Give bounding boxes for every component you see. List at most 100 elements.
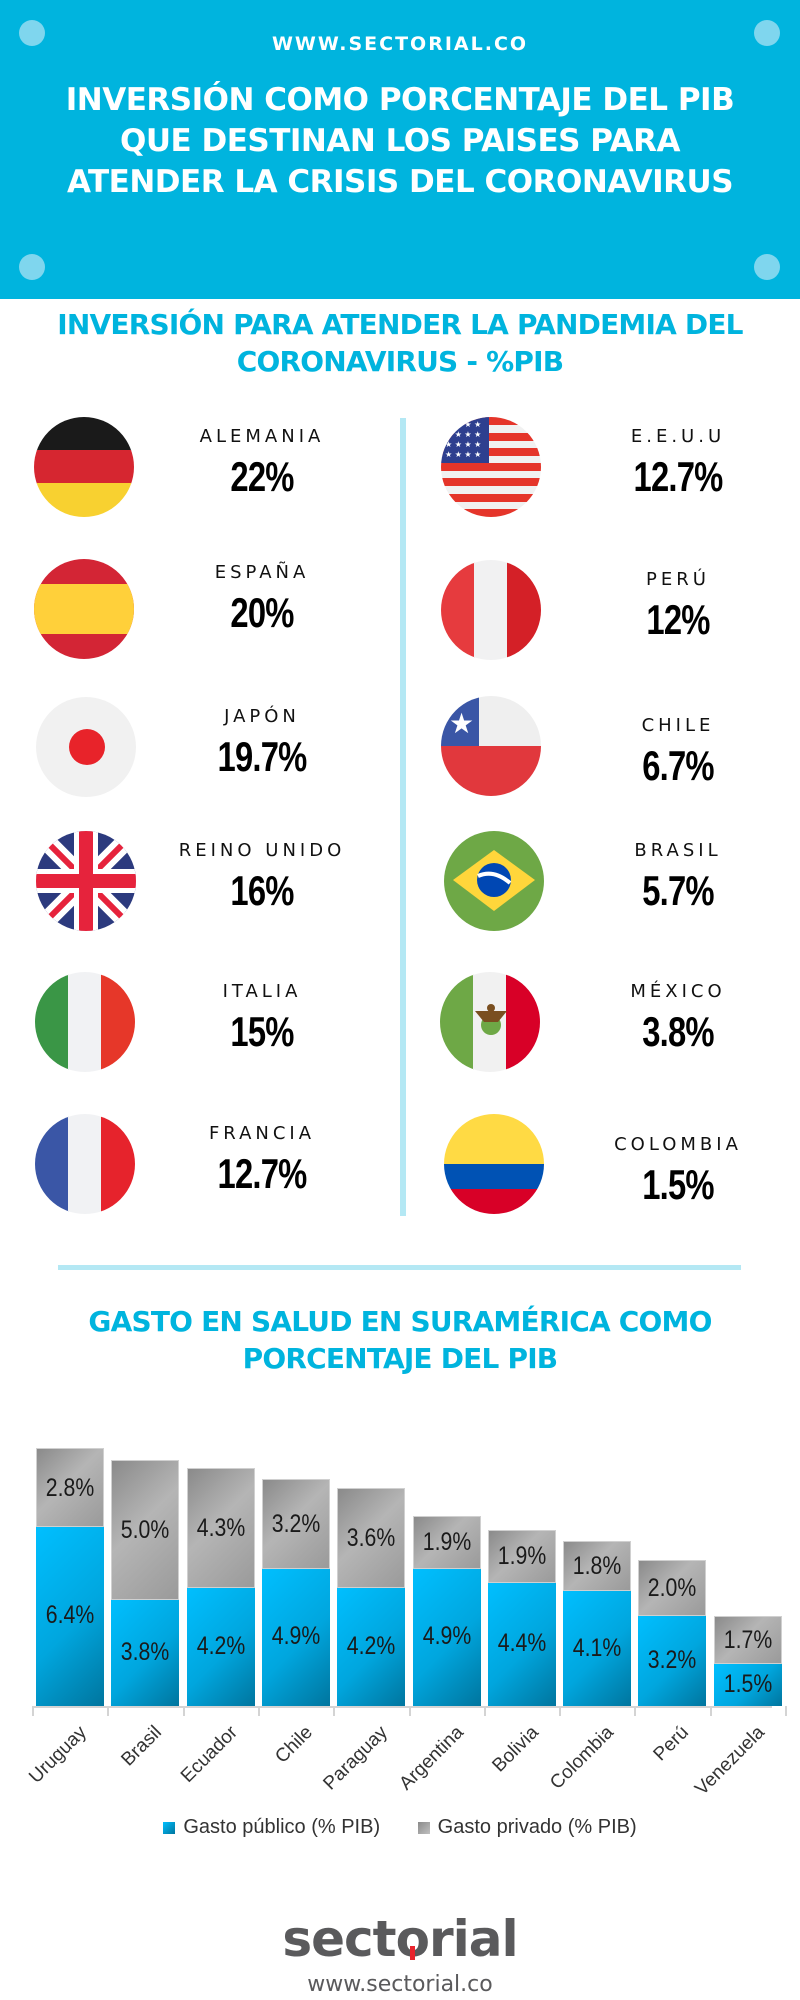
legend-label: Gasto privado (% PIB) xyxy=(437,1816,637,1838)
country-brasil: BRASIL 5.7% xyxy=(558,840,798,915)
bar-segment-private: 3.6% xyxy=(337,1487,406,1589)
bar-segment-public: 4.2% xyxy=(186,1588,255,1706)
legend-label: Gasto público (% PIB) xyxy=(183,1816,381,1838)
bar-value-label: 4.2% xyxy=(346,1632,396,1661)
bar-value-label: 1.9% xyxy=(422,1528,471,1557)
logo-red-bar-icon xyxy=(410,1946,416,1960)
bar-value-label: 3.2% xyxy=(271,1509,321,1538)
legend-swatch-icon xyxy=(417,1821,430,1834)
bar-value-label: 3.6% xyxy=(346,1523,396,1552)
bar-segment-public: 4.9% xyxy=(261,1568,330,1706)
peru-flag-icon xyxy=(441,560,541,660)
bar-value-label: 4.2% xyxy=(196,1632,245,1661)
country-value: 6.7% xyxy=(642,742,714,789)
bar-uruguay: 2.8% 6.4% xyxy=(36,1448,104,1706)
country-name: COLOMBIA xyxy=(614,1134,742,1155)
bar-value-label: 1.8% xyxy=(572,1551,622,1580)
section-title-health-spending: GASTO EN SALUD EN SURAMÉRICA COMO PORCEN… xyxy=(88,1305,712,1375)
bar-value-label: 3.2% xyxy=(648,1646,697,1675)
country-name: JAPÓN xyxy=(224,706,300,727)
bar-value-label: 1.5% xyxy=(723,1669,772,1698)
logo-text: sect xyxy=(282,1910,396,1968)
country-peru: PERÚ 12% xyxy=(558,569,798,644)
country-value: 1.5% xyxy=(642,1161,714,1208)
svg-text:★ ★ ★ ★: ★ ★ ★ ★ xyxy=(445,450,481,459)
bar-segment-public: 4.9% xyxy=(412,1568,481,1706)
decorative-dot-icon xyxy=(754,254,780,280)
svg-text:★ ★ ★ ★: ★ ★ ★ ★ xyxy=(445,420,481,429)
country-name: BRASIL xyxy=(634,840,722,861)
usa-flag-icon: ★ ★ ★ ★ ★ ★ ★ ★ ★ ★ ★ ★ ★ ★ ★ ★ xyxy=(441,417,541,517)
country-eeuu: E.E.U.U 12.7% xyxy=(558,426,798,501)
country-francia: FRANCIA 12.7% xyxy=(142,1123,382,1198)
footer-url[interactable]: www.sectorial.co xyxy=(307,1972,493,1997)
bar-value-label: 4.9% xyxy=(271,1622,321,1651)
bar-value-label: 1.9% xyxy=(497,1542,547,1571)
country-value: 16% xyxy=(230,867,294,914)
colombia-flag-icon xyxy=(444,1114,544,1214)
bar-ecuador: 4.3% 4.2% xyxy=(186,1468,255,1706)
bar-value-label: 1.7% xyxy=(723,1626,772,1655)
bar-segment-private: 2.0% xyxy=(638,1560,707,1617)
x-axis-tick xyxy=(483,1706,486,1716)
bar-paraguay: 3.6% 4.2% xyxy=(337,1487,406,1706)
bar-segment-private: 1.9% xyxy=(487,1529,556,1583)
country-chile: CHILE 6.7% xyxy=(558,715,798,790)
country-name: ALEMANIA xyxy=(199,426,325,447)
bar-segment-public: 3.8% xyxy=(111,1599,180,1706)
legend-item-private: Gasto privado (% PIB) xyxy=(417,1816,637,1839)
country-name: E.E.U.U xyxy=(630,426,726,447)
bar-value-label: 4.1% xyxy=(572,1633,622,1662)
country-value: 12% xyxy=(646,596,710,643)
bar-bolivia: 1.9% 4.4% xyxy=(487,1529,556,1706)
x-axis-tick xyxy=(333,1706,336,1716)
country-value: 5.7% xyxy=(642,867,714,914)
country-japon: JAPÓN 19.7% xyxy=(142,706,382,781)
country-name: REINO UNIDO xyxy=(178,840,346,861)
bar-segment-public: 6.4% xyxy=(36,1526,104,1706)
france-flag-icon xyxy=(35,1114,135,1214)
x-axis xyxy=(32,1706,772,1708)
country-reino-unido: REINO UNIDO 16% xyxy=(142,840,382,915)
svg-text:★ ★ ★ ★: ★ ★ ★ ★ xyxy=(445,430,481,439)
bar-value-label: 3.8% xyxy=(121,1637,170,1666)
bar-value-label: 4.4% xyxy=(497,1629,547,1658)
x-axis-tick xyxy=(709,1706,712,1716)
bar-segment-public: 4.2% xyxy=(337,1588,406,1706)
bar-segment-private: 1.9% xyxy=(412,1515,481,1569)
x-axis-tick xyxy=(107,1706,110,1716)
uk-flag-icon xyxy=(36,831,136,931)
chile-flag-icon: ★ xyxy=(441,696,541,796)
country-name: MÉXICO xyxy=(630,981,726,1002)
country-name: ITALIA xyxy=(222,981,302,1002)
bar-value-label: 4.3% xyxy=(196,1514,245,1543)
germany-flag-icon xyxy=(34,417,134,517)
x-axis-tick xyxy=(634,1706,637,1716)
logo-text: rial xyxy=(428,1910,519,1968)
japan-flag-icon xyxy=(36,697,136,797)
bar-value-label: 2.8% xyxy=(45,1473,95,1502)
decorative-dot-icon xyxy=(19,20,45,46)
bar-segment-private: 4.3% xyxy=(186,1468,255,1589)
country-value: 3.8% xyxy=(642,1008,714,1055)
x-axis-tick xyxy=(257,1706,260,1716)
bar-segment-public: 4.4% xyxy=(487,1582,556,1706)
country-value: 15% xyxy=(230,1008,294,1055)
country-value: 19.7% xyxy=(217,733,308,780)
bar-perú: 2.0% 3.2% xyxy=(638,1560,707,1706)
bar-segment-public: 3.2% xyxy=(638,1616,707,1706)
bar-value-label: 6.4% xyxy=(45,1601,95,1630)
horizontal-divider xyxy=(58,1265,741,1270)
section-title-investment: INVERSIÓN PARA ATENDER LA PANDEMIA DEL C… xyxy=(57,308,743,378)
x-axis-tick xyxy=(408,1706,411,1716)
x-axis-tick xyxy=(32,1706,34,1716)
country-value: 20% xyxy=(230,589,294,636)
legend-swatch-icon xyxy=(163,1821,176,1834)
bar-segment-private: 2.8% xyxy=(36,1448,104,1527)
bar-argentina: 1.9% 4.9% xyxy=(412,1515,481,1706)
brazil-flag-icon xyxy=(444,831,544,931)
header-banner: WWW.SECTORIAL.CO INVERSIÓN COMO PORCENTA… xyxy=(0,0,800,299)
bar-segment-private: 1.8% xyxy=(563,1540,632,1592)
decorative-dot-icon xyxy=(19,254,45,280)
page-title: INVERSIÓN COMO PORCENTAJE DEL PIB QUE DE… xyxy=(65,82,735,200)
